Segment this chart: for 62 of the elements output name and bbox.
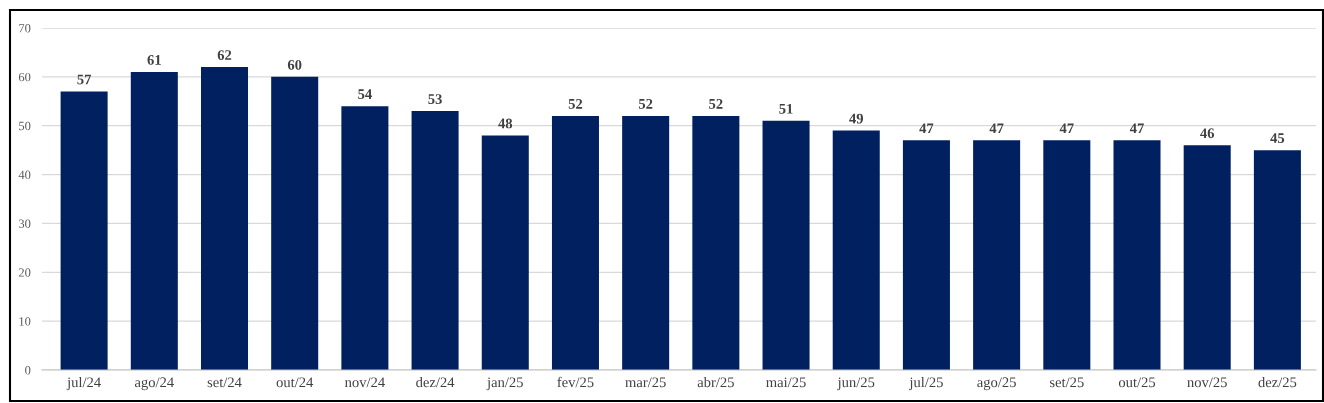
data-label: 47	[989, 123, 1004, 134]
data-label: 53	[428, 94, 442, 104]
y-tick-label: 70	[19, 24, 31, 33]
bar	[1113, 140, 1161, 370]
x-tick-label: mai/25	[766, 377, 806, 388]
y-tick-label: 0	[25, 366, 31, 375]
data-label: 47	[1059, 123, 1074, 134]
y-tick-label: 10	[19, 317, 31, 326]
data-label: 47	[919, 123, 934, 134]
data-label: 51	[779, 103, 793, 114]
x-tick-label: out/24	[276, 377, 314, 388]
x-tick-label: set/24	[207, 377, 242, 388]
data-label: 62	[217, 50, 232, 60]
bar	[973, 140, 1021, 370]
bar	[762, 120, 810, 370]
y-tick-label: 50	[19, 121, 31, 131]
data-label: 52	[568, 99, 583, 109]
x-tick-label: fev/25	[557, 376, 594, 388]
bar	[902, 140, 950, 370]
x-tick-label: jun/25	[837, 377, 875, 391]
data-label: 52	[709, 99, 723, 109]
data-label: 61	[147, 55, 161, 65]
data-label: 47	[1129, 123, 1144, 134]
x-tick-label: mar/25	[625, 377, 666, 388]
bar	[622, 115, 670, 370]
bar	[481, 135, 529, 370]
bar	[832, 130, 880, 370]
y-tick-label: 60	[18, 72, 31, 82]
bar	[692, 115, 740, 370]
bar	[411, 111, 459, 370]
x-tick-label: dez/25	[1258, 376, 1297, 388]
x-tick-label: nov/24	[344, 377, 385, 388]
x-tick-label: jan/25	[486, 377, 523, 391]
y-tick-label: 20	[18, 268, 31, 277]
bar	[200, 67, 249, 370]
y-tick-label: 30	[18, 219, 31, 228]
bar	[130, 71, 178, 370]
bar	[1183, 145, 1231, 370]
bar	[341, 106, 389, 370]
x-tick-label: ago/24	[134, 377, 174, 391]
x-tick-label: abr/25	[697, 376, 734, 388]
bar	[1253, 150, 1301, 370]
y-tick-label: 40	[18, 170, 31, 180]
bar	[1043, 140, 1091, 370]
bar	[551, 115, 599, 370]
data-label: 45	[1270, 133, 1285, 144]
x-tick-label: dez/24	[416, 376, 455, 388]
data-label: 48	[498, 118, 513, 129]
data-label: 60	[287, 59, 302, 70]
x-tick-label: set/25	[1050, 377, 1084, 388]
bar	[60, 91, 108, 370]
data-label: 46	[1200, 128, 1215, 139]
data-label: 49	[849, 113, 863, 124]
data-label: 54	[358, 89, 372, 100]
x-tick-label: jul/25	[909, 376, 943, 391]
data-label: 52	[638, 99, 653, 109]
x-tick-label: ago/25	[977, 377, 1016, 391]
x-tick-label: out/25	[1118, 377, 1156, 388]
x-tick-label: jul/24	[66, 376, 101, 391]
bar	[271, 76, 319, 370]
data-label: 57	[77, 74, 92, 85]
x-tick-label: nov/25	[1187, 377, 1227, 388]
